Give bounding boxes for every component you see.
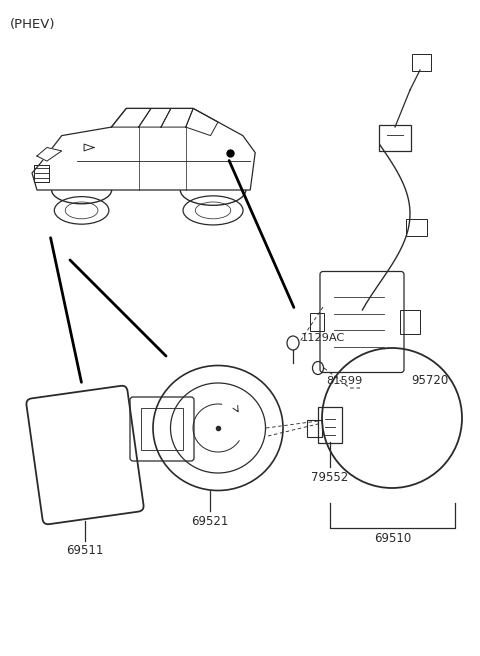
Text: 81599: 81599 — [326, 376, 362, 386]
Text: 69521: 69521 — [192, 515, 228, 528]
Text: 95720: 95720 — [411, 375, 448, 388]
Bar — [141, 408, 183, 450]
Text: 1129AC: 1129AC — [301, 333, 345, 343]
Text: 69511: 69511 — [66, 544, 104, 558]
Polygon shape — [37, 148, 62, 161]
Text: 69510: 69510 — [374, 532, 411, 545]
Text: 79552: 79552 — [312, 471, 348, 484]
Text: (PHEV): (PHEV) — [10, 18, 56, 31]
